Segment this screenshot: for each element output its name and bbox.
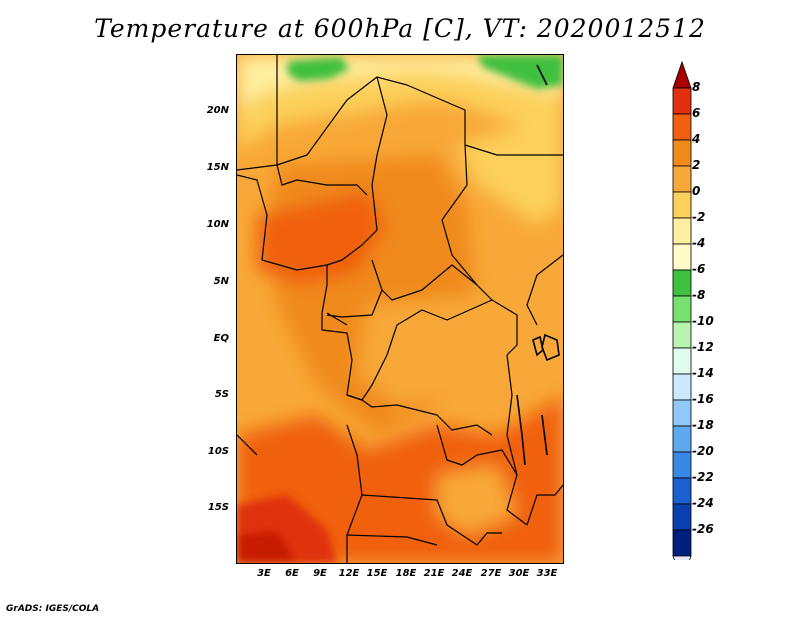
border-chad-niger-nigeria — [326, 76, 388, 266]
lat-label-15s: 15S — [207, 502, 229, 513]
colorbar-label: -24 — [692, 496, 714, 510]
colorbar-swatch — [672, 321, 692, 349]
lakes — [516, 64, 560, 466]
colorbar-swatch — [672, 295, 692, 323]
temperature-map — [236, 54, 564, 564]
colorbar-swatch — [672, 373, 692, 401]
border-uganda — [491, 299, 518, 356]
lake-malawi — [541, 414, 548, 456]
colorbar-swatch — [672, 399, 692, 427]
border-coast-west — [237, 434, 258, 456]
border-drc-angola — [346, 394, 493, 436]
border-angola-zambia — [361, 494, 502, 546]
border-namibia — [346, 534, 438, 546]
field-green-nw — [287, 57, 349, 81]
lon-label-18e: 18E — [395, 568, 417, 579]
colorbar-swatch — [672, 165, 692, 193]
lon-label-33e: 33E — [536, 568, 558, 579]
lon-label-6e: 6E — [285, 568, 299, 579]
colorbar-swatch — [672, 217, 692, 245]
colorbar-label: -20 — [692, 444, 714, 458]
grads-credit: GrADS: IGES/COLA — [6, 604, 100, 614]
colorbar-cap-bottom — [672, 555, 692, 560]
colorbar-swatch — [672, 347, 692, 375]
field-congo-light — [357, 295, 507, 405]
lat-label-20n: 20N — [206, 105, 229, 116]
colorbar-label: -6 — [692, 262, 706, 276]
colorbar-label: -16 — [692, 392, 714, 406]
plot-title: Temperature at 600hPa [C], VT: 202001251… — [94, 14, 706, 43]
colorbar-swatch — [672, 87, 692, 115]
colorbar-label: -22 — [692, 470, 714, 484]
colorbar-swatch — [672, 243, 692, 271]
lat-label-eq: EQ — [213, 333, 229, 344]
border-mozambique — [526, 484, 563, 526]
field-sw-hottest — [237, 530, 297, 563]
lon-label-15e: 15E — [366, 568, 388, 579]
border-niger-sw — [237, 164, 278, 171]
lon-label-9e: 9E — [313, 568, 327, 579]
field-east-cool — [457, 115, 563, 225]
colorbar-cap-top — [672, 60, 692, 89]
colorbar-label: -4 — [692, 236, 706, 250]
lat-label-5n: 5N — [213, 276, 229, 287]
colorbar-label: 2 — [692, 158, 701, 172]
river-nile-delta — [536, 64, 548, 86]
lake-victoria — [541, 333, 560, 362]
colorbar-label: -14 — [692, 366, 714, 380]
lon-label-12e: 12E — [338, 568, 360, 579]
colorbar-swatch — [672, 477, 692, 505]
colorbar-label: -8 — [692, 288, 706, 302]
map-canvas — [237, 55, 563, 563]
border-car-north — [371, 259, 478, 301]
colorbar-label: -12 — [692, 340, 714, 354]
colorbar-swatch — [672, 503, 692, 531]
colorbar-label: 8 — [692, 80, 701, 94]
field-west-warm — [257, 190, 387, 285]
colorbar-swatch — [672, 269, 692, 297]
lon-label-30e: 30E — [508, 568, 530, 579]
colorbar-swatch — [672, 529, 692, 557]
lat-label-15n: 15N — [206, 162, 229, 173]
colorbar-label: 6 — [692, 106, 701, 120]
border-chad-sudan — [441, 144, 493, 301]
colorbar — [672, 60, 692, 560]
border-nigeria-cameroon — [261, 259, 328, 314]
lat-label-10n: 10N — [206, 219, 229, 230]
lon-label-21e: 21E — [423, 568, 445, 579]
field-zambia-patch — [437, 465, 517, 535]
border-ethiopia-kenya — [526, 254, 563, 326]
field-green-ne — [477, 55, 563, 89]
border-congo — [321, 299, 493, 401]
border-niger-nigeria — [276, 164, 368, 196]
colorbar-label: 4 — [692, 132, 701, 146]
border-benin — [237, 174, 268, 261]
lake-tanganyika — [516, 394, 526, 466]
colorbar-label: -26 — [692, 522, 714, 536]
lon-label-3e: 3E — [257, 568, 271, 579]
colorbar-swatch — [672, 425, 692, 453]
border-cameroon-car — [326, 289, 383, 318]
colorbar-label: 0 — [692, 184, 701, 198]
border-egypt-sudan — [464, 144, 563, 156]
colorbar-label: -18 — [692, 418, 714, 432]
border-zambia — [436, 424, 528, 526]
colorbar-label: -2 — [692, 210, 706, 224]
country-borders — [237, 55, 563, 563]
colorbar-swatch — [672, 451, 692, 479]
lon-label-24e: 24E — [451, 568, 473, 579]
border-drc-east — [506, 354, 518, 476]
colorbar-swatch — [672, 139, 692, 167]
colorbar-swatch — [672, 113, 692, 141]
colorbar-label: -10 — [692, 314, 714, 328]
border-gabon-north — [326, 312, 348, 326]
lat-label-5s: 5S — [214, 389, 229, 400]
lon-label-27e: 27E — [480, 568, 502, 579]
colorbar-swatch — [672, 191, 692, 219]
lat-label-10s: 10S — [207, 446, 229, 457]
